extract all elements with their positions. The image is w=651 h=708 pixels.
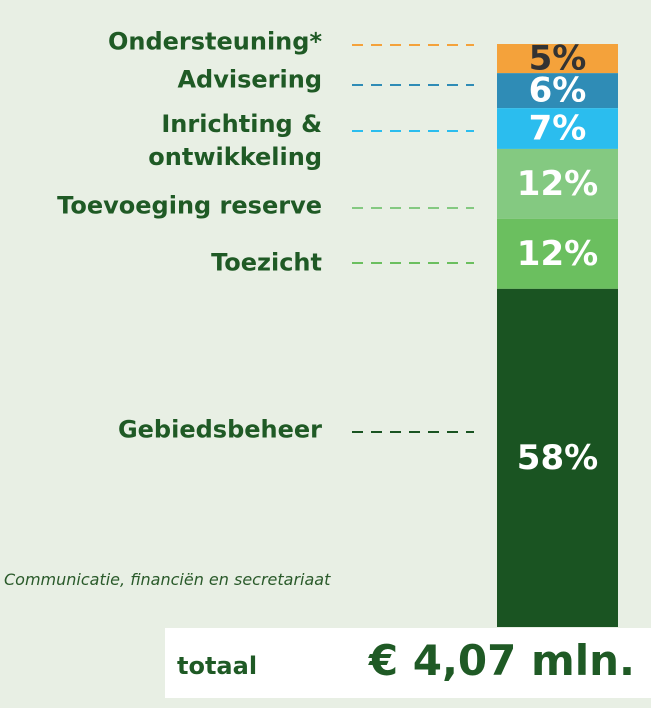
value-label: 12% bbox=[517, 164, 598, 204]
bar-segment bbox=[497, 288, 618, 627]
category-label: Ondersteuning* bbox=[107, 27, 322, 56]
value-label: 58% bbox=[517, 438, 598, 478]
bar-segment bbox=[497, 148, 618, 219]
annotation: Communicatie, financiën en secretariaat bbox=[4, 570, 331, 589]
bar-segment bbox=[497, 44, 618, 74]
total-label: totaal bbox=[177, 652, 258, 680]
value-label: 12% bbox=[517, 234, 598, 274]
category-label: Toevoeging reserve bbox=[57, 191, 322, 220]
value-label: 7% bbox=[529, 109, 587, 149]
total-box: totaal € 4,07 mln. bbox=[165, 628, 651, 698]
value-label: 6% bbox=[529, 71, 587, 111]
category-label: Inrichting & ontwikkeling bbox=[148, 110, 322, 171]
category-label: Advisering bbox=[177, 65, 322, 94]
bar-segment bbox=[497, 73, 618, 109]
bar-segment bbox=[497, 218, 618, 289]
category-label: Toezicht bbox=[211, 248, 322, 277]
category-label: Gebiedsbeheer bbox=[117, 415, 322, 444]
bar-segment bbox=[497, 108, 618, 149]
total-value: € 4,07 mln. bbox=[368, 636, 635, 685]
value-label: 5% bbox=[529, 39, 587, 79]
